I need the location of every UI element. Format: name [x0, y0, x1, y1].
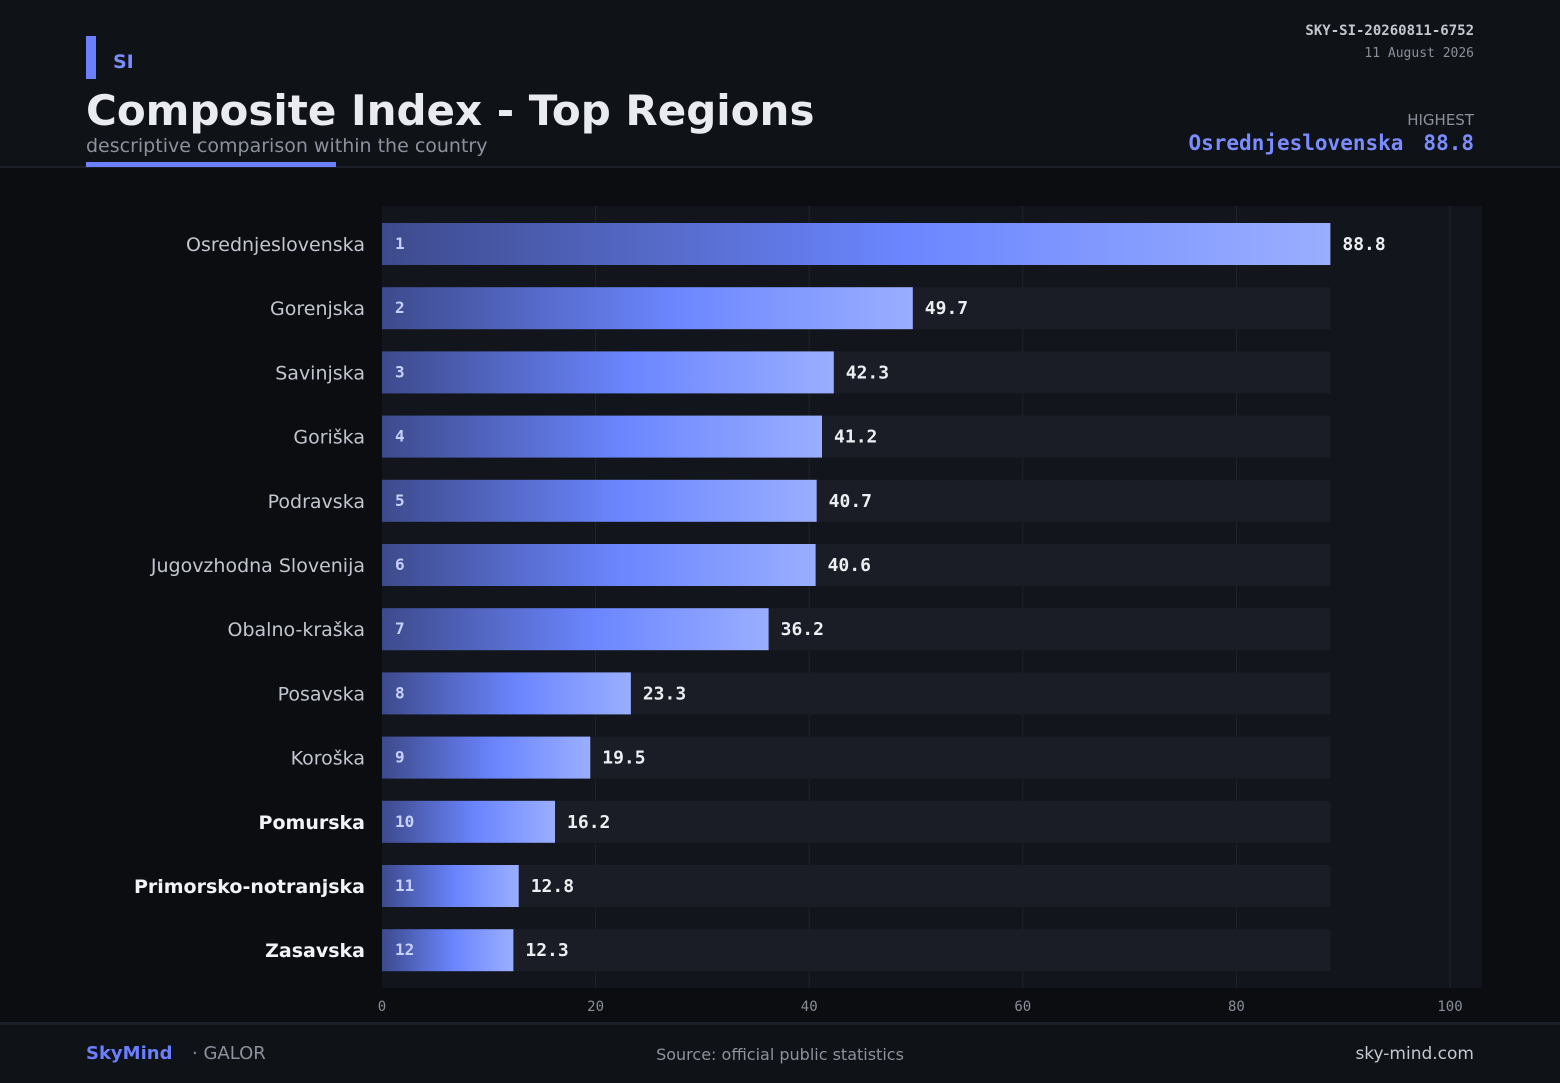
rank-label: 8 [395, 683, 405, 702]
page-title: Composite Index - Top Regions [86, 86, 815, 135]
rank-label: 5 [395, 491, 405, 510]
x-axis: 0 20 40 60 80 100 [378, 999, 1463, 1015]
highest-value: 88.8 [1423, 131, 1474, 155]
category-label: Osrednjeslovenska [186, 234, 365, 256]
bar-row: Podravska 5 40.7 [268, 479, 1331, 522]
rank-label: 10 [395, 812, 414, 831]
bar [382, 287, 913, 330]
value-label: 42.3 [846, 362, 889, 383]
value-label: 23.3 [643, 683, 686, 704]
bar-row: Savinjska 3 42.3 [275, 351, 1331, 394]
bar [382, 479, 817, 522]
bar-row: Jugovzhodna Slovenija 6 40.6 [150, 544, 1331, 586]
bar [382, 351, 834, 394]
value-label: 40.6 [828, 555, 871, 576]
rank-label: 4 [395, 427, 405, 446]
accent-bar [86, 36, 96, 79]
category-label: Jugovzhodna Slovenija [150, 555, 365, 577]
x-tick-label: 20 [587, 999, 604, 1015]
bar-row: Pomurska 10 16.2 [259, 800, 1331, 843]
bar-row: Gorenjska 2 49.7 [270, 287, 1331, 330]
bar [382, 223, 1331, 265]
bar [382, 929, 514, 972]
rank-label: 7 [395, 619, 405, 638]
category-label: Posavska [278, 683, 365, 705]
value-label: 49.7 [925, 298, 968, 319]
value-label: 12.8 [531, 876, 574, 897]
bar-row: Obalno-kraška 7 36.2 [228, 608, 1331, 651]
rank-label: 1 [395, 234, 405, 253]
bar [382, 800, 556, 843]
document-id: SKY-SI-20260811-6752 [1305, 23, 1474, 39]
document-date: 11 August 2026 [1364, 46, 1474, 61]
country-code: SI [113, 51, 134, 73]
value-label: 40.7 [829, 491, 872, 512]
x-tick-label: 100 [1437, 999, 1462, 1015]
category-label: Koroška [291, 748, 365, 770]
x-tick-label: 40 [801, 999, 818, 1015]
brand-subtitle: · GALOR [192, 1043, 266, 1064]
title-underline [86, 162, 336, 167]
bar-row: Goriška 4 41.2 [293, 415, 1331, 458]
bar [382, 672, 631, 715]
category-label: Goriška [293, 427, 365, 449]
bar-chart: Osrednjeslovenska 1 88.8 Gorenjska 2 49.7 Savi… [134, 206, 1482, 1015]
bar [382, 865, 519, 907]
rank-label: 2 [395, 298, 405, 317]
value-label: 19.5 [602, 748, 645, 769]
bar-track [382, 929, 1331, 972]
category-label: Podravska [268, 491, 365, 513]
rank-label: 12 [395, 940, 414, 959]
category-label: Obalno-kraška [228, 619, 365, 641]
value-label: 88.8 [1342, 234, 1385, 255]
site-url: sky-mind.com [1355, 1044, 1474, 1064]
rank-label: 11 [395, 876, 414, 895]
category-label: Pomurska [259, 812, 365, 834]
footer: SkyMind · GALOR Source: official public … [0, 1022, 1560, 1083]
rank-label: 3 [395, 362, 405, 381]
bars: Osrednjeslovenska 1 88.8 Gorenjska 2 49.7 Savi… [134, 223, 1386, 972]
category-label: Zasavska [265, 940, 365, 962]
bar-row: Primorsko-notranjska 11 12.8 [134, 865, 1331, 907]
bar [382, 736, 591, 779]
x-tick-label: 80 [1228, 999, 1245, 1015]
category-label: Gorenjska [270, 298, 365, 320]
category-label: Savinjska [275, 362, 365, 384]
bar-row: Osrednjeslovenska 1 88.8 [186, 223, 1386, 265]
grid-lines [595, 206, 1451, 988]
highest-summary: Osrednjeslovenska 88.8 [1188, 131, 1474, 155]
bar [382, 415, 823, 458]
bar-track [382, 865, 1331, 907]
rank-label: 9 [395, 748, 405, 767]
highest-label: HIGHEST [1407, 111, 1474, 129]
bar [382, 608, 769, 651]
value-label: 16.2 [567, 812, 610, 833]
rank-label: 6 [395, 555, 405, 574]
highest-region: Osrednjeslovenska [1188, 131, 1404, 155]
header: SI Composite Index - Top Regions descrip… [0, 0, 1560, 168]
value-label: 12.3 [525, 940, 568, 961]
bar-row: Koroška 9 19.5 [291, 736, 1331, 779]
source-note: Source: official public statistics [656, 1045, 904, 1064]
page-subtitle: descriptive comparison within the countr… [86, 135, 488, 157]
value-label: 41.2 [834, 427, 877, 448]
x-tick-label: 60 [1014, 999, 1031, 1015]
brand-name: SkyMind [86, 1043, 173, 1064]
bar-row: Zasavska 12 12.3 [265, 929, 1331, 972]
value-label: 36.2 [781, 619, 824, 640]
bar-row: Posavska 8 23.3 [278, 672, 1331, 715]
category-label: Primorsko-notranjska [134, 876, 365, 898]
x-tick-label: 0 [378, 999, 386, 1015]
bar [382, 544, 816, 586]
plot-background [382, 206, 1482, 988]
